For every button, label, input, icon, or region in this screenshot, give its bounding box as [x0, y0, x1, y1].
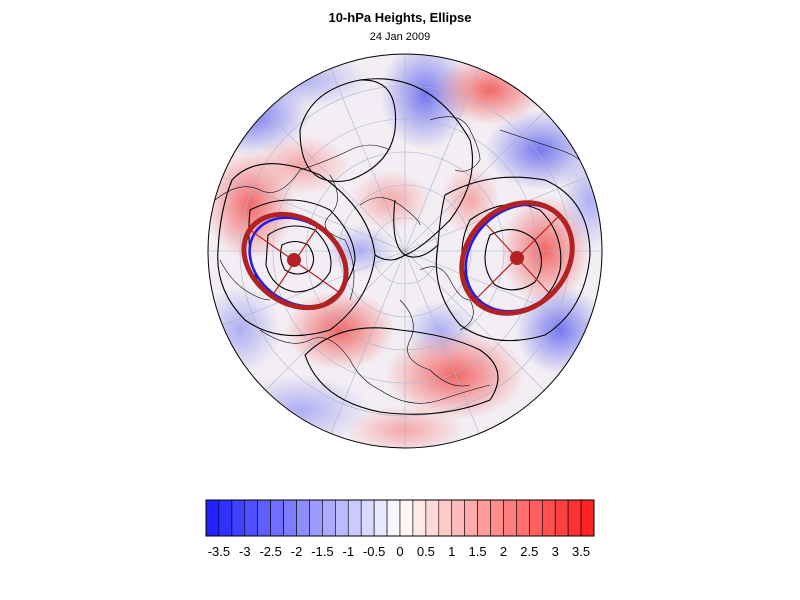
anomaly-field [208, 54, 602, 448]
colorbar-box [270, 499, 284, 537]
colorbar-box [412, 499, 427, 537]
colorbar-box [218, 499, 233, 537]
colorbar-tick-label: 0.5 [417, 544, 435, 559]
colorbar-box [360, 499, 375, 537]
colorbar-box [283, 499, 297, 537]
coastlines [214, 116, 591, 404]
colorbar-box [309, 499, 323, 537]
map-subtitle: 24 Jan 2009 [369, 31, 431, 43]
colorbar-tick-label: 2.5 [520, 544, 538, 559]
colorbar-box [516, 499, 530, 537]
colorbar-tick-label: 1.5 [469, 544, 487, 559]
colorbar-box [231, 499, 246, 537]
colorbar-box [205, 499, 220, 537]
colorbar-box [554, 499, 569, 537]
colorbar-tick-label: -3.5 [208, 544, 230, 559]
colorbar-boxes [205, 499, 595, 537]
colorbar-tick-label: -2 [291, 544, 303, 559]
colorbar-box [503, 499, 517, 537]
vortex-center-east [510, 251, 524, 265]
colorbar-tick-label: -1.5 [311, 544, 333, 559]
colorbar-box [438, 499, 453, 537]
colorbar-tick-label: -3 [239, 544, 251, 559]
colorbar-tick-label: 2 [500, 544, 507, 559]
vortex-center-west [287, 253, 301, 267]
map-title: 10-hPa Heights, Ellipse [328, 10, 472, 25]
colorbar-box [347, 499, 362, 537]
colorbar-labels: -3.5 -3 -2.5 -2 -1.5 -1 -0.5 0 0.5 1 1.5 2 2.5 3 3.5 [208, 544, 590, 559]
colorbar-tick-label: 0 [396, 544, 403, 559]
colorbar-box [335, 499, 349, 537]
colorbar-box [490, 499, 504, 537]
colorbar-box [322, 499, 336, 537]
map-boundary [207, 53, 603, 449]
colorbar-box [580, 499, 595, 537]
vortex-ellipse-east [459, 200, 575, 316]
colorbar-box [257, 499, 271, 537]
colorbar-box [477, 499, 491, 537]
colorbar-box [244, 499, 259, 537]
colorbar-box [541, 499, 556, 537]
height-contours [217, 78, 591, 415]
colorbar-box [399, 499, 414, 537]
colorbar-tick-label: -1 [342, 544, 354, 559]
colorbar-tick-label: -0.5 [363, 544, 385, 559]
colorbar-box [373, 499, 388, 537]
colorbar-box [451, 499, 465, 537]
colorbar-box [464, 499, 478, 537]
colorbar-tick-label: 3.5 [572, 544, 590, 559]
colorbar-box [529, 499, 543, 537]
colorbar-tick-label: -2.5 [259, 544, 281, 559]
colorbar-box [425, 499, 440, 537]
colorbar-box [386, 499, 401, 537]
colorbar-box [296, 499, 310, 537]
colorbar-tick-label: 3 [552, 544, 559, 559]
colorbar-tick-label: 1 [448, 544, 455, 559]
colorbar-box [567, 499, 582, 537]
